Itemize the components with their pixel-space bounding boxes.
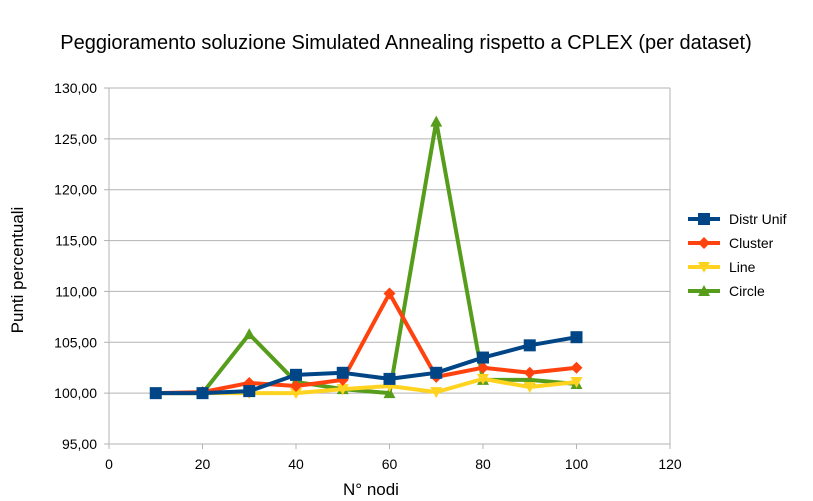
data-point (570, 361, 583, 374)
y-tick-label: 120,00 (54, 182, 97, 198)
data-point (196, 387, 209, 400)
data-point (430, 387, 443, 399)
x-tick-labels: 0 20 40 60 80 100 120 (105, 456, 682, 472)
data-point (290, 380, 302, 393)
data-point (149, 387, 162, 400)
y-tick-label: 100,00 (54, 385, 97, 401)
legend-label: Distr Unif (729, 211, 787, 227)
data-point (430, 366, 443, 379)
data-point (383, 287, 396, 300)
series-line (155, 335, 577, 396)
chart-title: Peggioramento soluzione Simulated Anneal… (60, 32, 752, 54)
legend-item: Cluster (688, 235, 774, 251)
legend: Distr Unif Cluster Line Circle (688, 211, 787, 299)
legend-item: Distr Unif (688, 211, 787, 227)
x-tick-label: 20 (195, 456, 211, 472)
x-tick-label: 120 (658, 456, 682, 472)
data-point (336, 366, 349, 379)
legend-marker (698, 262, 710, 273)
x-tick-label: 100 (565, 456, 589, 472)
legend-marker (698, 285, 710, 296)
data-point (570, 331, 583, 344)
series-line (155, 119, 577, 396)
x-axis-title: N° nodi (343, 480, 399, 499)
y-axis-title: Punti percentuali (8, 207, 27, 334)
y-tick-labels: 95,00 100,00 105,00 110,00 115,00 120,00 125,0… (54, 80, 97, 452)
data-point (477, 351, 489, 364)
data-point (290, 368, 302, 381)
series-line (155, 291, 577, 396)
y-tick-label: 115,00 (55, 233, 97, 249)
data-point (383, 372, 396, 385)
x-tick-label: 80 (475, 456, 491, 472)
legend-label: Line (729, 259, 756, 275)
y-tick-label: 95,00 (62, 436, 97, 452)
series-group (149, 115, 583, 400)
data-point (290, 388, 302, 400)
data-point (523, 382, 536, 394)
y-tick-label: 110,00 (55, 283, 97, 299)
data-point (430, 115, 443, 127)
data-point (477, 373, 489, 385)
y-tick-label: 125,00 (54, 131, 97, 147)
axes (104, 87, 671, 449)
data-point (523, 339, 536, 352)
legend-marker (698, 213, 710, 225)
x-tick-label: 0 (105, 456, 113, 472)
x-tick-label: 60 (382, 456, 398, 472)
legend-item: Line (688, 259, 756, 275)
data-point (570, 376, 583, 388)
data-point (477, 361, 489, 374)
legend-item: Circle (688, 283, 765, 299)
y-tick-label: 105,00 (54, 334, 97, 350)
legend-label: Circle (729, 283, 765, 299)
data-point (523, 366, 536, 379)
data-point (243, 385, 256, 398)
legend-marker (698, 237, 710, 249)
series-distr-unif (149, 331, 583, 400)
data-point (243, 328, 256, 340)
data-point (383, 387, 396, 399)
legend-label: Cluster (729, 235, 774, 251)
x-tick-label: 40 (288, 456, 304, 472)
y-tick-label: 130,00 (54, 80, 97, 96)
data-point (336, 384, 349, 396)
